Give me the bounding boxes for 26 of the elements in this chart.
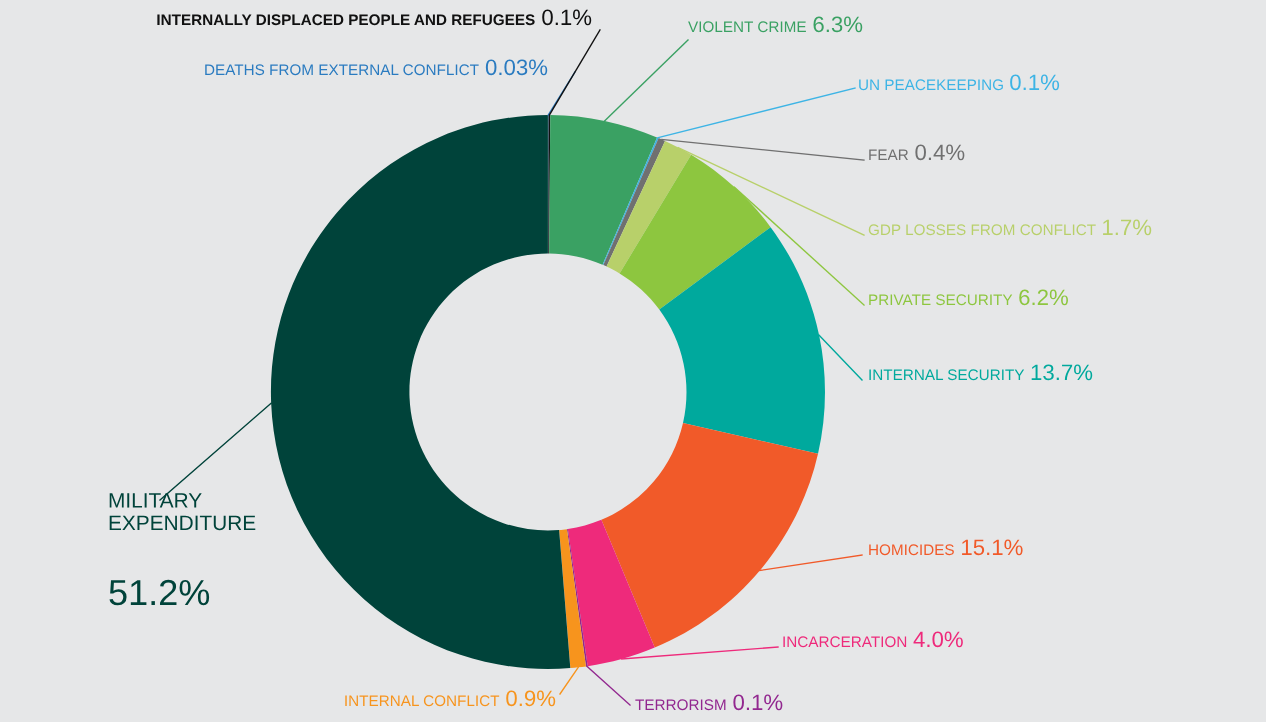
data-label: 1.7% <box>1103 219 1152 236</box>
slice-label: INTERNAL CONFLICT <box>345 695 500 707</box>
slice-label: HOMICIDES <box>869 544 954 556</box>
slice-label: TERRORISM <box>635 699 726 711</box>
data-label: 0.1% <box>733 694 783 711</box>
slice-label: INTERNALLY DISPLACED PEOPLE AND REFUGEES <box>157 14 535 26</box>
slice-label: PRIVATE SECURITY <box>869 294 1013 306</box>
data-label: 15.1% <box>962 539 1023 556</box>
data-label: 0.9% <box>506 690 556 707</box>
data-label: 4.0% <box>913 631 963 648</box>
data-label: 6.3% <box>813 16 863 33</box>
data-label: 0.1% <box>542 9 592 26</box>
slice-label: FEAR <box>869 149 909 160</box>
data-label: 0.4% <box>915 144 965 161</box>
data-label: 6.2% <box>1019 289 1068 306</box>
slice-label: UN PEACEKEEPING <box>859 79 1003 91</box>
data-label: 51.2% <box>109 579 210 606</box>
slice-label: INTERNAL SECURITY <box>869 369 1025 381</box>
slice-label: VIOLENT CRIME <box>688 21 806 33</box>
slice-label: DEATHS FROM EXTERNAL CONFLICT <box>205 64 479 76</box>
slice-label: GDP LOSSES FROM CONFLICT <box>868 224 1096 236</box>
data-label: 13.7% <box>1031 364 1093 381</box>
slice-label: MILITARY EXPENDITURE <box>109 493 256 531</box>
data-label: 0.1% <box>1010 74 1060 91</box>
slice-label: INCARCERATION <box>783 636 907 648</box>
data-label: 0.03% <box>485 59 548 76</box>
